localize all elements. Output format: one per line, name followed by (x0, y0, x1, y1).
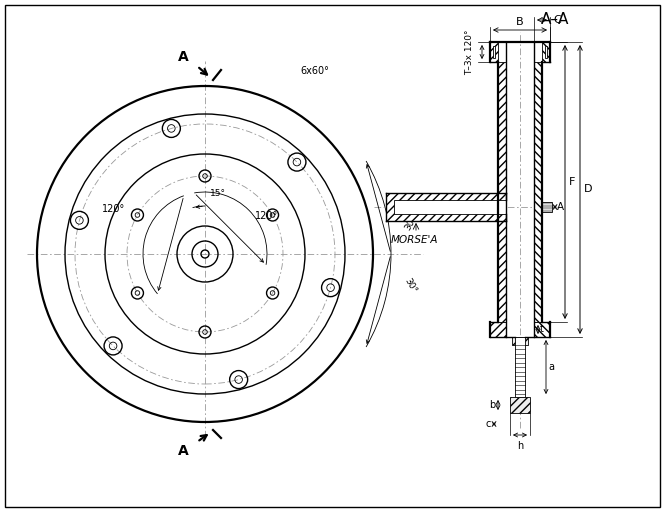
Polygon shape (490, 322, 506, 337)
Bar (493, 46, 495, 58)
Text: D: D (584, 184, 593, 195)
Text: 6x60°: 6x60° (300, 66, 329, 76)
Text: 30°: 30° (403, 276, 419, 294)
Text: A: A (557, 202, 564, 212)
Polygon shape (490, 42, 498, 62)
Text: T–3x 120°: T–3x 120° (465, 29, 475, 75)
Polygon shape (534, 62, 542, 322)
Bar (545, 46, 547, 58)
Text: h: h (517, 441, 523, 451)
Text: t: t (540, 325, 544, 334)
Text: b: b (489, 400, 495, 410)
Polygon shape (534, 322, 550, 337)
Polygon shape (542, 42, 550, 62)
Bar (394, 200, 506, 214)
Text: MORSE'A: MORSE'A (391, 235, 438, 245)
Text: 30°: 30° (403, 214, 419, 232)
Polygon shape (498, 62, 506, 322)
Text: 15°: 15° (210, 189, 226, 198)
Bar (542, 202, 552, 212)
Text: 120°: 120° (102, 204, 125, 214)
Text: a: a (548, 362, 554, 372)
Text: A: A (178, 50, 188, 64)
Text: C: C (553, 15, 561, 25)
Bar (515, 337, 525, 397)
Text: c: c (485, 419, 491, 429)
Text: A: A (178, 444, 188, 458)
Text: B: B (516, 17, 524, 27)
Text: F: F (569, 177, 575, 187)
Text: 120°: 120° (255, 211, 278, 221)
Polygon shape (386, 193, 506, 221)
Text: A–A: A–A (541, 12, 569, 27)
Polygon shape (512, 337, 528, 345)
Polygon shape (510, 397, 530, 413)
